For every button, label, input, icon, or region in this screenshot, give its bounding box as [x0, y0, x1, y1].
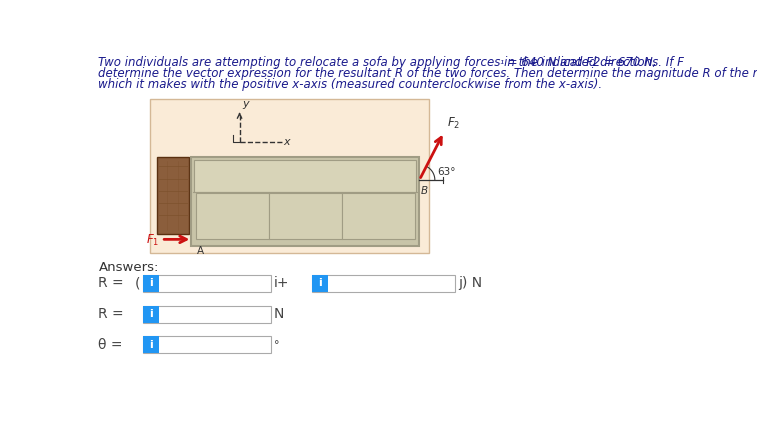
- Text: Two individuals are attempting to relocate a sofa by applying forces in the indi: Two individuals are attempting to reloca…: [98, 56, 684, 69]
- Text: which it makes with the positive x-axis (measured counterclockwise from the x-ax: which it makes with the positive x-axis …: [98, 78, 603, 91]
- FancyBboxPatch shape: [142, 275, 270, 292]
- Text: i: i: [149, 309, 153, 319]
- Text: i: i: [149, 278, 153, 288]
- Text: $F_2$: $F_2$: [447, 115, 460, 130]
- Text: i+: i+: [273, 276, 289, 290]
- Text: i: i: [318, 278, 322, 288]
- Text: = 640 N and F2 = 670 N,: = 640 N and F2 = 670 N,: [504, 56, 656, 69]
- FancyBboxPatch shape: [142, 336, 270, 353]
- FancyBboxPatch shape: [151, 99, 429, 253]
- Text: y: y: [242, 99, 248, 109]
- Text: B: B: [421, 186, 428, 196]
- FancyBboxPatch shape: [191, 157, 419, 245]
- Text: $F_1$: $F_1$: [147, 233, 160, 248]
- FancyBboxPatch shape: [269, 193, 342, 239]
- Text: Answers:: Answers:: [98, 261, 159, 274]
- Text: i: i: [149, 340, 153, 350]
- FancyBboxPatch shape: [342, 193, 415, 239]
- Text: θ =: θ =: [98, 338, 123, 352]
- FancyBboxPatch shape: [142, 305, 159, 323]
- FancyBboxPatch shape: [142, 305, 270, 323]
- Text: A: A: [197, 246, 204, 256]
- Text: 63°: 63°: [438, 167, 456, 177]
- FancyBboxPatch shape: [312, 275, 455, 292]
- FancyBboxPatch shape: [196, 193, 269, 239]
- FancyBboxPatch shape: [194, 160, 416, 192]
- Text: (: (: [135, 276, 141, 290]
- FancyBboxPatch shape: [157, 157, 189, 234]
- FancyBboxPatch shape: [142, 275, 159, 292]
- Text: x: x: [284, 137, 291, 147]
- Text: °: °: [273, 340, 279, 350]
- Text: R =: R =: [98, 307, 124, 321]
- Text: j) N: j) N: [458, 276, 482, 290]
- FancyBboxPatch shape: [142, 336, 159, 353]
- Text: ₁: ₁: [499, 56, 503, 66]
- Text: determine the vector expression for the resultant R of the two forces. Then dete: determine the vector expression for the …: [98, 67, 757, 80]
- FancyBboxPatch shape: [312, 275, 328, 292]
- Text: R =: R =: [98, 276, 124, 290]
- Text: N: N: [273, 307, 284, 321]
